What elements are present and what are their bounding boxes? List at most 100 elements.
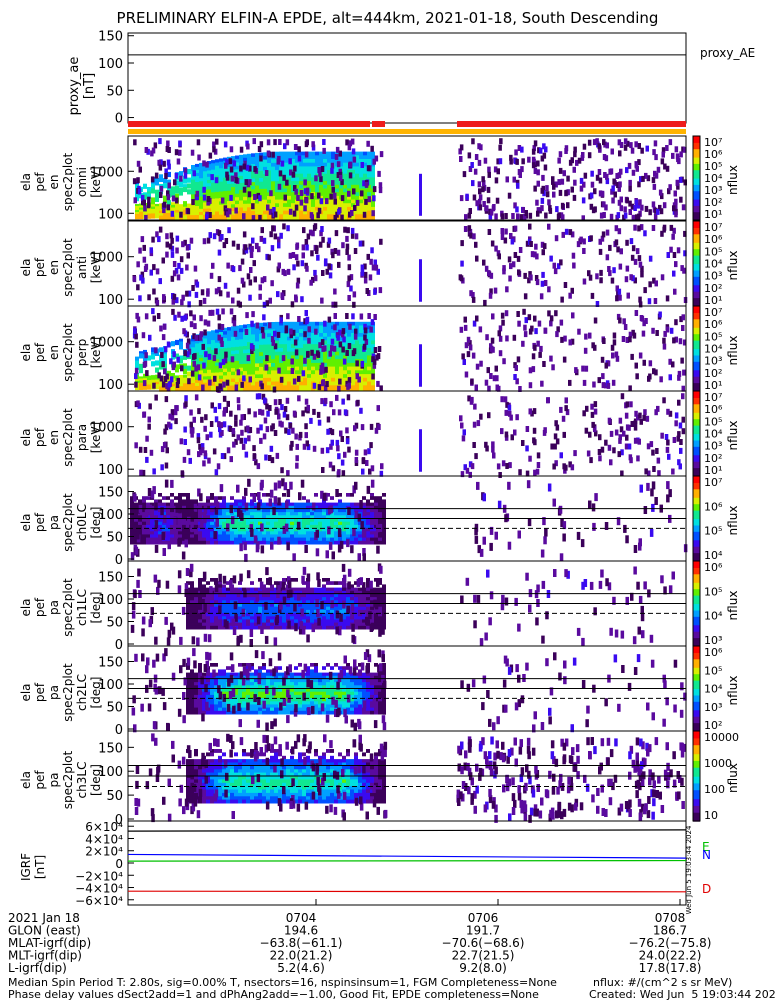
heatmap-cell: [419, 344, 422, 387]
heatmap-cell: [134, 519, 138, 523]
heatmap-cell: [134, 522, 138, 526]
heatmap-cell: [286, 398, 290, 404]
heatmap-cell: [138, 499, 142, 503]
heatmap-cell: [301, 260, 305, 266]
heatmap-cell: [294, 519, 298, 523]
heatmap-cell: [370, 512, 374, 516]
heatmap-cell: [166, 141, 170, 147]
heatmap-cell: [313, 446, 317, 452]
heatmap-cell: [270, 522, 274, 526]
heatmap-cell: [647, 443, 651, 449]
status-bar-red: [372, 121, 385, 127]
heatmap-cell: [292, 172, 296, 178]
heatmap-cell: [143, 362, 147, 368]
colorbar-tick-label: 10⁵: [704, 245, 722, 258]
heatmap-cell: [341, 436, 345, 442]
heatmap-cell: [194, 541, 198, 545]
heatmap-cell: [583, 380, 587, 386]
heatmap-cell: [314, 522, 318, 526]
heatmap-cell: [310, 193, 314, 199]
heatmap-cell: [173, 362, 177, 368]
heatmap-cell: [341, 195, 345, 201]
heatmap-cell: [368, 196, 372, 202]
heatmap-cell: [479, 326, 483, 332]
heatmap-cell: [359, 214, 363, 219]
heatmap-cell: [644, 468, 648, 474]
heatmap-cell: [166, 522, 170, 526]
heatmap-cell: [219, 215, 223, 220]
heatmap-cell: [337, 453, 341, 459]
heatmap-cell: [654, 154, 658, 160]
heatmap-cell: [674, 319, 678, 325]
heatmap-cell: [170, 499, 174, 503]
heatmap-cell: [601, 373, 605, 379]
heatmap-cell: [559, 168, 563, 174]
heatmap-cell: [294, 296, 298, 302]
heatmap-cell: [372, 195, 376, 201]
heatmap-cell: [302, 503, 306, 507]
heatmap-cell: [643, 360, 647, 366]
heatmap-cell: [266, 509, 270, 513]
heatmap-cell: [655, 280, 659, 286]
heatmap-cell: [193, 315, 197, 321]
heatmap-cell: [374, 512, 378, 516]
heatmap-cell: [199, 335, 203, 341]
heatmap-cell: [150, 150, 154, 156]
heatmap-cell: [374, 496, 378, 500]
heatmap-cell: [262, 509, 266, 513]
heatmap-cell: [251, 203, 255, 209]
heatmap-cell: [310, 350, 314, 356]
heatmap-cell: [250, 321, 254, 327]
heatmap-cell: [170, 509, 174, 513]
heatmap-cell: [617, 212, 621, 218]
heatmap-cell: [322, 139, 326, 145]
heatmap-cell: [591, 293, 595, 299]
heatmap-cell: [370, 538, 374, 542]
heatmap-cell: [651, 450, 655, 456]
heatmap-cell: [265, 365, 269, 371]
heatmap-cell: [380, 463, 384, 469]
heatmap-cell: [318, 420, 322, 426]
heatmap-cell: [249, 280, 253, 286]
heatmap-cell: [294, 534, 298, 538]
heatmap-cell: [557, 179, 561, 185]
heatmap-cell: [370, 424, 374, 430]
heatmap-cell: [162, 258, 166, 264]
heatmap-cell: [168, 182, 172, 188]
heatmap-cell: [168, 382, 172, 388]
heatmap-cell: [296, 243, 300, 249]
heatmap-cell: [274, 212, 278, 218]
heatmap-cell: [515, 159, 519, 165]
heatmap-cell: [547, 224, 551, 230]
colorbar-tick-label: 10⁵: [704, 330, 722, 343]
heatmap-cell: [602, 201, 606, 207]
heatmap-cell: [187, 449, 191, 455]
heatmap-cell: [382, 512, 386, 516]
heatmap-cell: [554, 420, 558, 426]
heatmap-cell: [521, 440, 525, 446]
heatmap-cell: [285, 180, 289, 186]
heatmap-cell: [522, 207, 526, 213]
heatmap-cell: [498, 472, 502, 478]
heatmap-cell: [485, 446, 489, 452]
heatmap-cell: [313, 270, 317, 276]
heatmap-cell: [615, 430, 619, 436]
heatmap-cell: [478, 188, 482, 194]
heatmap-cell: [161, 361, 165, 367]
heatmap-cell: [463, 171, 467, 177]
heatmap-cell: [309, 418, 313, 424]
heatmap-cell: [306, 499, 310, 503]
heatmap-cell: [583, 144, 587, 150]
heatmap-cell: [636, 455, 640, 461]
heatmap-cell: [189, 410, 193, 416]
heatmap-cell: [537, 181, 541, 187]
heatmap-cell: [137, 161, 141, 167]
heatmap-cell: [337, 262, 341, 268]
heatmap-cell: [266, 541, 270, 545]
heatmap-cell: [253, 166, 256, 172]
heatmap-cell: [254, 522, 258, 526]
heatmap-cell: [516, 311, 520, 317]
heatmap-cell: [238, 499, 242, 503]
heatmap-cell: [190, 503, 194, 507]
heatmap-cell: [520, 147, 524, 153]
